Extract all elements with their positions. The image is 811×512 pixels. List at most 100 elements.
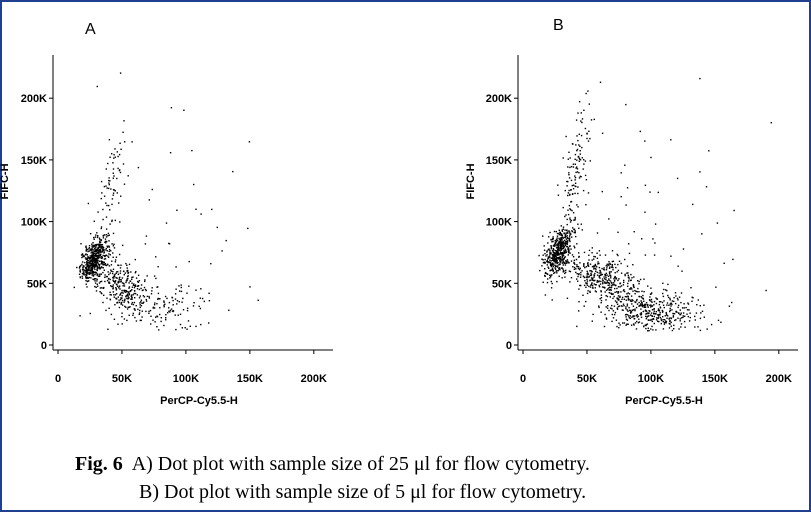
data-point: [538, 254, 540, 257]
data-point: [91, 266, 94, 268]
data-point: [627, 297, 630, 300]
data-point: [544, 262, 546, 264]
data-point: [636, 298, 638, 301]
data-point: [567, 192, 570, 194]
data-point: [94, 273, 96, 276]
data-point: [570, 165, 573, 168]
data-point: [599, 81, 602, 83]
data-point: [568, 235, 571, 237]
data-point: [662, 292, 664, 295]
data-point: [122, 299, 124, 302]
data-point: [598, 272, 600, 274]
data-point: [118, 153, 121, 156]
data-point: [117, 281, 119, 283]
data-point: [92, 272, 95, 274]
data-point: [616, 253, 618, 256]
x-tick-label: 200K: [301, 373, 327, 385]
data-point: [564, 243, 566, 245]
data-point: [609, 274, 611, 276]
data-point: [559, 251, 562, 254]
data-point: [153, 304, 156, 306]
data-point: [629, 315, 631, 317]
data-point: [677, 265, 679, 267]
data-point: [547, 258, 549, 260]
data-point: [144, 288, 147, 291]
data-point: [85, 249, 87, 251]
data-point: [576, 273, 578, 275]
data-point: [555, 254, 557, 256]
data-point: [178, 301, 180, 303]
data-point: [116, 271, 118, 273]
data-point: [653, 312, 655, 314]
data-point: [640, 316, 643, 318]
data-point: [627, 299, 629, 301]
data-point: [625, 296, 628, 298]
data-point: [681, 307, 684, 309]
data-point: [103, 269, 105, 271]
data-point: [118, 264, 120, 267]
data-point: [568, 248, 570, 250]
data-point: [124, 289, 126, 292]
data-point: [179, 290, 181, 292]
data-point: [608, 287, 610, 289]
data-point: [592, 279, 594, 281]
data-point: [88, 247, 91, 249]
data-point: [107, 255, 109, 257]
data-point: [611, 265, 614, 267]
data-point: [108, 281, 110, 283]
data-point: [670, 302, 673, 305]
data-point: [687, 303, 690, 305]
data-point: [556, 237, 558, 239]
data-point: [588, 249, 591, 252]
data-point: [79, 266, 81, 268]
data-point: [79, 276, 82, 279]
data-point: [155, 316, 157, 318]
data-point: [650, 298, 653, 301]
data-point: [580, 223, 582, 225]
data-point: [568, 237, 570, 240]
data-point: [208, 292, 210, 294]
data-point: [645, 327, 647, 330]
data-point: [550, 245, 552, 247]
data-point: [633, 231, 635, 233]
data-point: [575, 271, 577, 274]
data-point: [653, 254, 656, 256]
data-point: [617, 254, 619, 257]
data-point: [668, 318, 670, 320]
data-point: [632, 299, 634, 302]
data-point: [105, 234, 108, 236]
data-point: [622, 303, 625, 305]
data-point: [578, 144, 580, 146]
data-point: [119, 301, 121, 304]
data-point: [557, 243, 559, 245]
data-point: [578, 310, 580, 312]
data-point: [560, 257, 562, 260]
data-point: [104, 238, 107, 240]
data-point: [566, 236, 569, 239]
data-point: [108, 265, 111, 267]
data-point: [585, 286, 587, 288]
data-point: [655, 297, 657, 299]
data-point: [114, 294, 117, 296]
x-tick-label: 150K: [702, 373, 728, 385]
data-point: [131, 289, 133, 291]
x-tick-label: 150K: [237, 373, 263, 385]
data-point: [565, 260, 567, 262]
data-point: [90, 267, 93, 269]
data-point: [105, 236, 108, 238]
data-point: [81, 254, 84, 256]
data-point: [558, 257, 560, 260]
data-point: [600, 290, 602, 292]
data-point: [664, 320, 667, 322]
data-point: [640, 308, 642, 310]
data-point: [88, 256, 90, 259]
data-point: [567, 194, 569, 197]
data-point: [614, 263, 616, 266]
data-point: [564, 272, 566, 275]
data-point: [112, 284, 114, 286]
data-point: [96, 255, 98, 257]
data-point: [99, 254, 101, 257]
data-point: [102, 248, 104, 250]
data-point: [88, 262, 90, 264]
